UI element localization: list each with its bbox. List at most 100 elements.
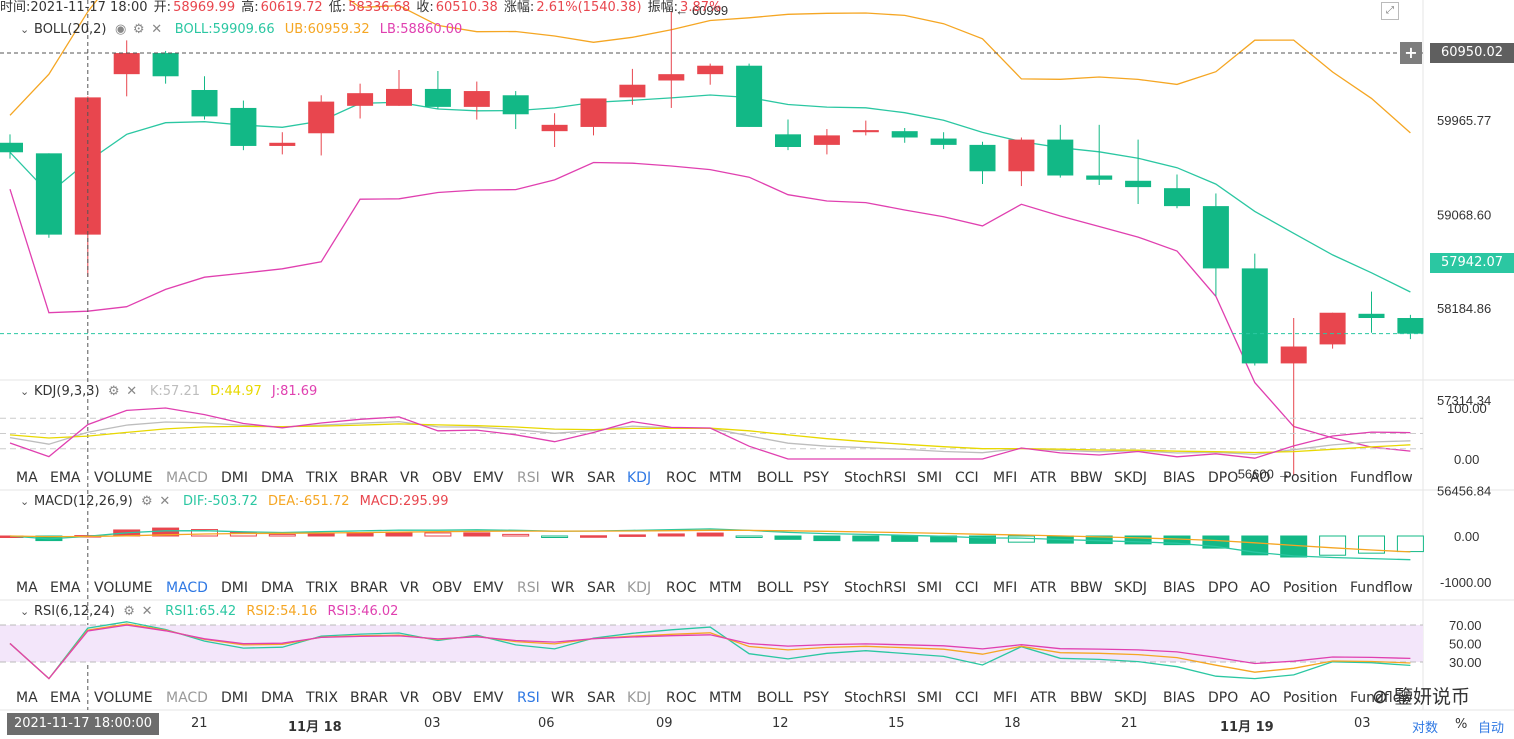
indicator-tab-psy[interactable]: PSY [803, 690, 829, 706]
indicator-tab-dmi[interactable]: DMI [221, 690, 248, 706]
indicator-tab-brar[interactable]: BRAR [350, 690, 389, 706]
indicator-tab-dma[interactable]: DMA [261, 580, 294, 596]
indicator-tab-dpo[interactable]: DPO [1208, 470, 1239, 486]
indicator-tab-ma[interactable]: MA [16, 690, 38, 706]
close-icon[interactable]: ✕ [159, 494, 171, 509]
indicator-tab-dpo[interactable]: DPO [1208, 690, 1239, 706]
indicator-tab-ema[interactable]: EMA [50, 470, 81, 486]
indicator-tab-ao[interactable]: AO [1250, 690, 1271, 706]
indicator-tab-kdj[interactable]: KDJ [627, 580, 652, 596]
indicator-tab-position[interactable]: Position [1283, 470, 1338, 486]
indicator-tab-volume[interactable]: VOLUME [94, 690, 153, 706]
indicator-tab-sar[interactable]: SAR [587, 580, 616, 596]
indicator-tab-macd[interactable]: MACD [166, 580, 208, 596]
kdj-title[interactable]: KDJ(9,3,3) [34, 384, 100, 399]
indicator-tab-roc[interactable]: ROC [666, 470, 697, 486]
indicator-tab-ema[interactable]: EMA [50, 690, 81, 706]
collapse-chevron-icon[interactable]: ⌄ [20, 23, 30, 36]
indicator-tab-atr[interactable]: ATR [1030, 470, 1057, 486]
indicator-tab-obv[interactable]: OBV [432, 690, 462, 706]
indicator-tab-vr[interactable]: VR [400, 690, 420, 706]
indicator-tab-smi[interactable]: SMI [917, 690, 943, 706]
percent-scale-toggle[interactable]: % [1455, 717, 1468, 732]
indicator-tab-wr[interactable]: WR [551, 690, 575, 706]
indicator-tab-bias[interactable]: BIAS [1163, 470, 1196, 486]
indicator-tab-kdj[interactable]: KDJ [627, 470, 652, 486]
close-icon[interactable]: ✕ [126, 384, 138, 399]
indicator-tab-skdj[interactable]: SKDJ [1114, 470, 1147, 486]
indicator-tab-sar[interactable]: SAR [587, 470, 616, 486]
indicator-tab-dma[interactable]: DMA [261, 470, 294, 486]
indicator-tab-fundflow[interactable]: Fundflow [1350, 580, 1413, 596]
indicator-tab-rsi[interactable]: RSI [517, 470, 540, 486]
indicator-tab-dma[interactable]: DMA [261, 690, 294, 706]
indicator-tab-mfi[interactable]: MFI [993, 690, 1018, 706]
collapse-chevron-icon[interactable]: ⌄ [20, 605, 30, 618]
indicator-tab-mtm[interactable]: MTM [709, 690, 742, 706]
indicator-tab-kdj[interactable]: KDJ [627, 690, 652, 706]
indicator-tab-stochrsi[interactable]: StochRSI [844, 580, 907, 596]
indicator-tab-sar[interactable]: SAR [587, 690, 616, 706]
settings-icon[interactable]: ⚙ [123, 604, 135, 619]
indicator-tab-trix[interactable]: TRIX [306, 580, 338, 596]
indicator-tab-boll[interactable]: BOLL [757, 470, 793, 486]
indicator-tab-mfi[interactable]: MFI [993, 580, 1018, 596]
settings-icon[interactable]: ⚙ [141, 494, 153, 509]
indicator-tab-volume[interactable]: VOLUME [94, 470, 153, 486]
indicator-tab-skdj[interactable]: SKDJ [1114, 690, 1147, 706]
indicator-tab-trix[interactable]: TRIX [306, 470, 338, 486]
indicator-tab-skdj[interactable]: SKDJ [1114, 580, 1147, 596]
indicator-tab-psy[interactable]: PSY [803, 470, 829, 486]
indicator-tab-bbw[interactable]: BBW [1070, 580, 1103, 596]
indicator-tab-emv[interactable]: EMV [473, 690, 504, 706]
indicator-tab-emv[interactable]: EMV [473, 580, 504, 596]
indicator-tab-vr[interactable]: VR [400, 580, 420, 596]
indicator-tab-trix[interactable]: TRIX [306, 690, 338, 706]
auto-scale-toggle[interactable]: 自动 [1478, 721, 1505, 736]
fullscreen-icon[interactable]: ⤢ [1381, 2, 1399, 20]
indicator-tab-boll[interactable]: BOLL [757, 690, 793, 706]
indicator-tab-vr[interactable]: VR [400, 470, 420, 486]
indicator-tab-ma[interactable]: MA [16, 580, 38, 596]
rsi-title[interactable]: RSI(6,12,24) [34, 604, 115, 619]
indicator-tab-stochrsi[interactable]: StochRSI [844, 690, 907, 706]
log-scale-toggle[interactable]: 对数 [1412, 721, 1439, 736]
indicator-tab-macd[interactable]: MACD [166, 470, 208, 486]
indicator-tab-brar[interactable]: BRAR [350, 470, 389, 486]
indicator-tab-macd[interactable]: MACD [166, 690, 208, 706]
indicator-tab-roc[interactable]: ROC [666, 690, 697, 706]
indicator-tab-atr[interactable]: ATR [1030, 580, 1057, 596]
indicator-tab-roc[interactable]: ROC [666, 580, 697, 596]
close-icon[interactable]: ✕ [151, 22, 163, 37]
indicator-tab-dpo[interactable]: DPO [1208, 580, 1239, 596]
indicator-tab-bbw[interactable]: BBW [1070, 690, 1103, 706]
indicator-tab-wr[interactable]: WR [551, 470, 575, 486]
indicator-tab-mtm[interactable]: MTM [709, 470, 742, 486]
indicator-tab-cci[interactable]: CCI [955, 580, 979, 596]
indicator-tab-ma[interactable]: MA [16, 470, 38, 486]
indicator-tab-fundflow[interactable]: Fundflow [1350, 470, 1413, 486]
settings-icon[interactable]: ⚙ [107, 384, 120, 399]
indicator-tab-cci[interactable]: CCI [955, 690, 979, 706]
indicator-tab-obv[interactable]: OBV [432, 470, 462, 486]
indicator-tab-volume[interactable]: VOLUME [94, 580, 153, 596]
indicator-tab-bias[interactable]: BIAS [1163, 690, 1196, 706]
collapse-chevron-icon[interactable]: ⌄ [20, 495, 30, 508]
indicator-tab-bbw[interactable]: BBW [1070, 470, 1103, 486]
add-alert-button[interactable]: + [1400, 42, 1422, 64]
indicator-tab-bias[interactable]: BIAS [1163, 580, 1196, 596]
indicator-tab-obv[interactable]: OBV [432, 580, 462, 596]
indicator-tab-position[interactable]: Position [1283, 580, 1338, 596]
indicator-tab-rsi[interactable]: RSI [517, 580, 540, 596]
indicator-tab-dmi[interactable]: DMI [221, 580, 248, 596]
close-icon[interactable]: ✕ [141, 604, 153, 619]
indicator-tab-boll[interactable]: BOLL [757, 580, 793, 596]
indicator-tab-wr[interactable]: WR [551, 580, 575, 596]
indicator-tab-smi[interactable]: SMI [917, 580, 943, 596]
indicator-tab-fundflow[interactable]: Fundflow [1350, 690, 1413, 706]
settings-icon[interactable]: ⚙ [132, 22, 145, 37]
indicator-tab-dmi[interactable]: DMI [221, 470, 248, 486]
indicator-tab-ao[interactable]: AO [1250, 580, 1271, 596]
indicator-tab-ao[interactable]: AO [1250, 470, 1271, 486]
indicator-tab-position[interactable]: Position [1283, 690, 1338, 706]
